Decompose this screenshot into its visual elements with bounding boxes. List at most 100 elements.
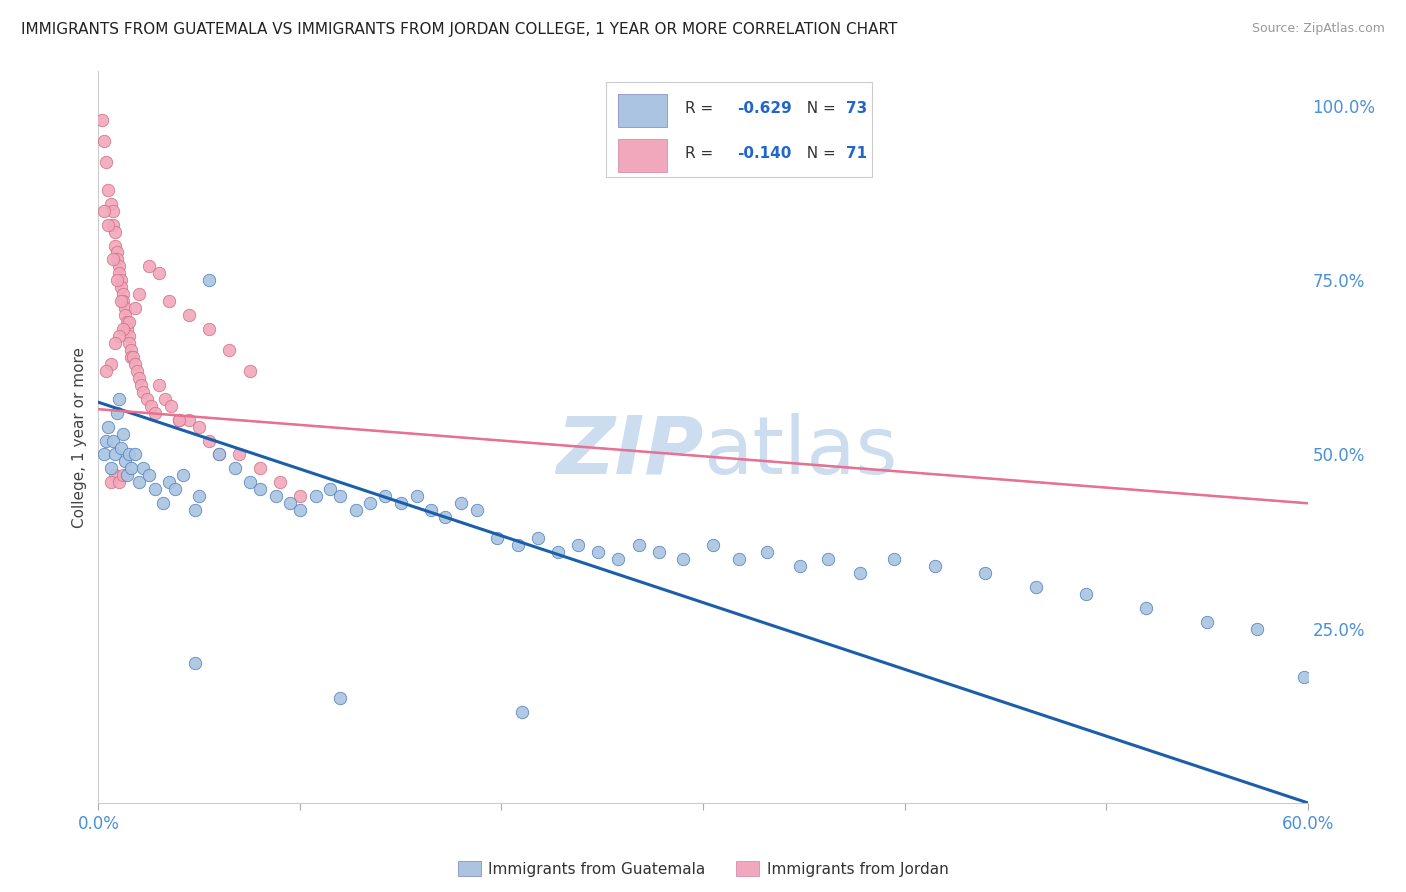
- Point: [124, 357, 146, 371]
- Point: [107, 266, 129, 280]
- Point: [1246, 622, 1268, 636]
- Point: [105, 252, 128, 267]
- Point: [148, 377, 170, 392]
- Point: [647, 545, 669, 559]
- Point: [319, 483, 342, 497]
- Point: [107, 475, 129, 490]
- Text: 73: 73: [845, 102, 868, 117]
- Point: [124, 301, 146, 316]
- FancyBboxPatch shape: [606, 82, 872, 178]
- Point: [510, 705, 533, 719]
- Point: [179, 412, 201, 426]
- Point: [120, 350, 142, 364]
- Point: [1292, 670, 1315, 684]
- Point: [567, 538, 589, 552]
- Point: [132, 384, 155, 399]
- Point: [278, 496, 301, 510]
- Point: [111, 322, 134, 336]
- Point: [132, 461, 155, 475]
- Point: [93, 203, 115, 218]
- Text: N =: N =: [797, 102, 841, 117]
- Point: [115, 468, 138, 483]
- Point: [218, 343, 240, 357]
- Point: [110, 441, 132, 455]
- Point: [1135, 600, 1157, 615]
- Point: [111, 468, 134, 483]
- Point: [114, 301, 136, 316]
- Point: [486, 531, 509, 545]
- Text: R =: R =: [685, 146, 718, 161]
- Point: [420, 503, 443, 517]
- Point: [143, 406, 166, 420]
- Point: [128, 371, 150, 385]
- Point: [100, 357, 122, 371]
- Point: [269, 475, 291, 490]
- Point: [103, 225, 125, 239]
- Point: [138, 260, 160, 274]
- Point: [105, 245, 128, 260]
- Point: [547, 545, 569, 559]
- Point: [228, 448, 250, 462]
- Point: [97, 218, 120, 232]
- Point: [329, 691, 352, 706]
- Point: [93, 448, 115, 462]
- Point: [249, 461, 271, 475]
- Point: [184, 657, 207, 671]
- Text: -0.629: -0.629: [737, 102, 792, 117]
- Point: [148, 266, 170, 280]
- Point: [107, 329, 129, 343]
- Point: [264, 489, 287, 503]
- Point: [103, 448, 125, 462]
- Point: [110, 280, 132, 294]
- Point: [139, 399, 162, 413]
- Point: [249, 483, 271, 497]
- Point: [179, 308, 201, 322]
- Point: [188, 419, 211, 434]
- Point: [883, 552, 905, 566]
- Point: [389, 496, 412, 510]
- Point: [305, 489, 328, 503]
- Text: atlas: atlas: [703, 413, 897, 491]
- Text: Source: ZipAtlas.com: Source: ZipAtlas.com: [1251, 22, 1385, 36]
- Point: [114, 454, 136, 468]
- Y-axis label: College, 1 year or more: College, 1 year or more: [72, 347, 87, 527]
- Point: [208, 448, 231, 462]
- Point: [465, 503, 488, 517]
- Point: [526, 531, 548, 545]
- Point: [288, 489, 311, 503]
- Point: [163, 483, 186, 497]
- Point: [239, 475, 262, 490]
- Point: [101, 252, 124, 267]
- FancyBboxPatch shape: [619, 139, 666, 172]
- Point: [974, 566, 997, 580]
- Point: [100, 461, 122, 475]
- Point: [107, 260, 129, 274]
- Point: [118, 448, 141, 462]
- Point: [167, 412, 190, 426]
- Text: R =: R =: [685, 102, 718, 117]
- Point: [157, 475, 180, 490]
- Point: [198, 322, 221, 336]
- Point: [756, 545, 779, 559]
- Point: [118, 329, 141, 343]
- Point: [153, 392, 176, 406]
- Point: [160, 399, 183, 413]
- Point: [111, 426, 134, 441]
- Point: [924, 558, 946, 573]
- Point: [586, 545, 609, 559]
- Point: [135, 392, 157, 406]
- Point: [434, 510, 457, 524]
- Point: [1195, 615, 1218, 629]
- Point: [224, 461, 246, 475]
- Point: [105, 406, 128, 420]
- Text: N =: N =: [797, 146, 841, 161]
- Point: [118, 336, 141, 351]
- Point: [93, 134, 115, 148]
- Point: [198, 434, 221, 448]
- Point: [124, 448, 146, 462]
- Point: [97, 419, 120, 434]
- Point: [105, 273, 128, 287]
- Point: [100, 475, 122, 490]
- Point: [103, 468, 125, 483]
- Text: 71: 71: [845, 146, 868, 161]
